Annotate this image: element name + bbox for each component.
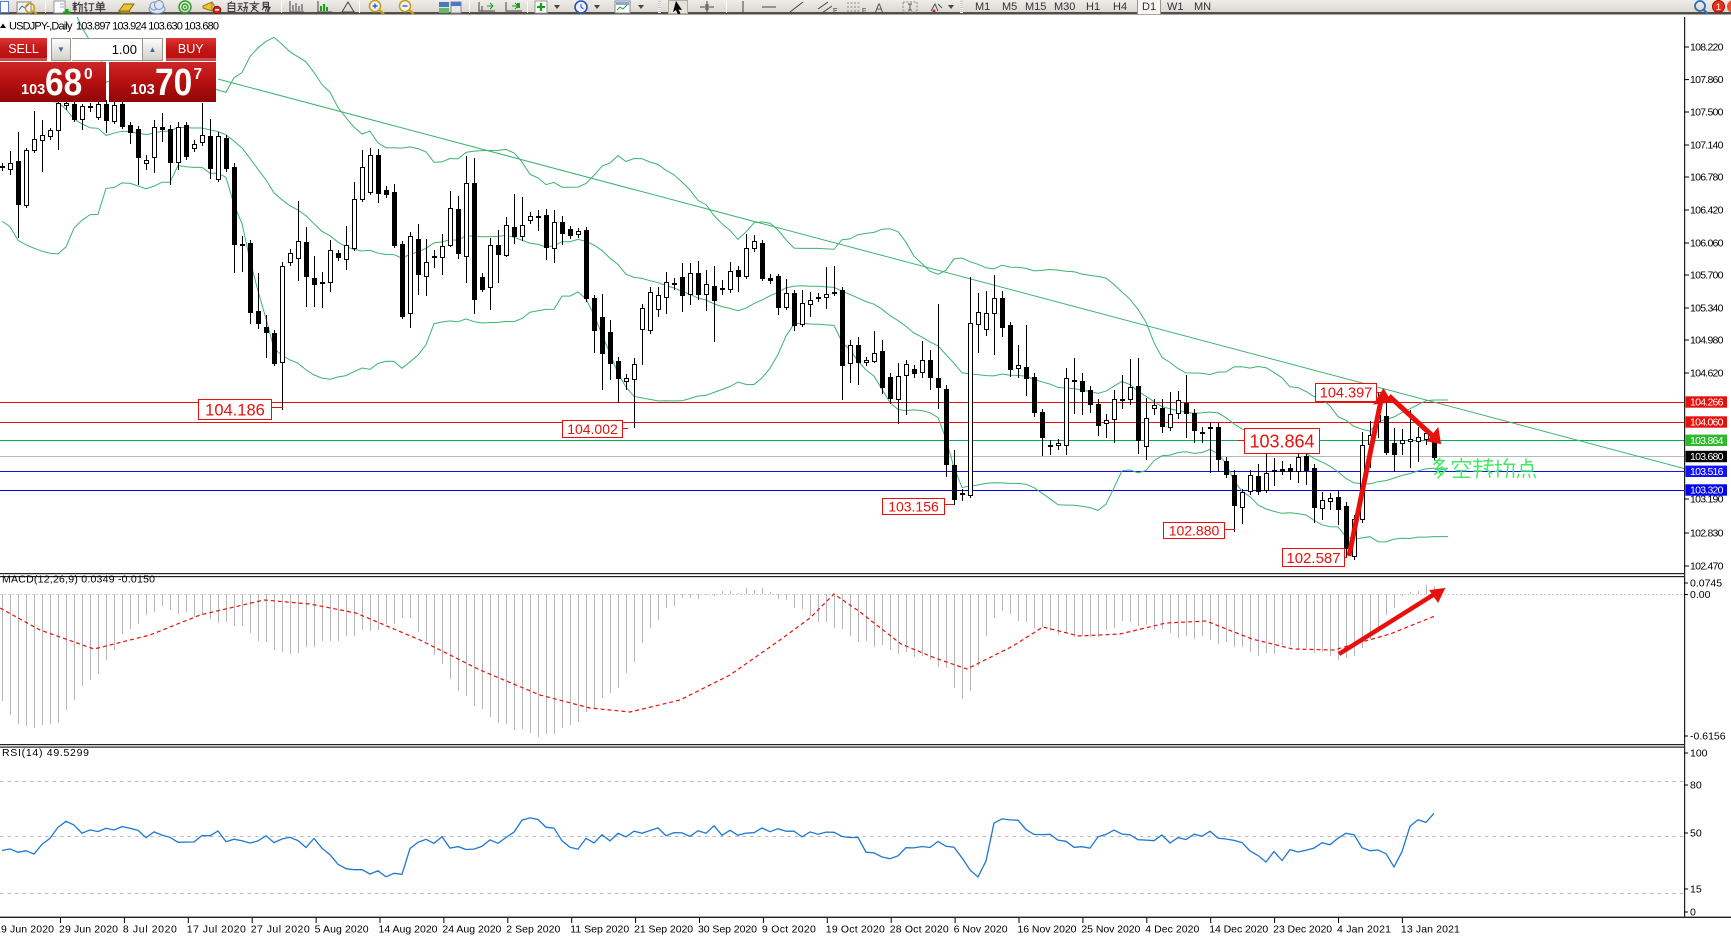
svg-text:MACD(12,26,9) 0.0349 -0.0150: MACD(12,26,9) 0.0349 -0.0150 — [2, 574, 155, 586]
svg-text:104.620: 104.620 — [1690, 368, 1724, 380]
svg-text:USDJPY-,Daily 103.897 103.924: USDJPY-,Daily 103.897 103.924 103.630 10… — [9, 21, 219, 33]
svg-text:103.320: 103.320 — [1690, 485, 1724, 497]
svg-text:2 Sep 2020: 2 Sep 2020 — [506, 924, 560, 936]
svg-text:104.002: 104.002 — [567, 421, 618, 437]
svg-text:29 Jun 2020: 29 Jun 2020 — [59, 924, 118, 936]
svg-text:103.190: 103.190 — [1690, 494, 1724, 506]
svg-text:11 Sep 2020: 11 Sep 2020 — [570, 924, 629, 936]
svg-text:15: 15 — [1690, 884, 1702, 896]
svg-text:103.864: 103.864 — [1690, 435, 1724, 447]
svg-text:24 Aug 2020: 24 Aug 2020 — [442, 924, 501, 936]
svg-text:19 Oct 2020: 19 Oct 2020 — [826, 924, 885, 936]
svg-text:4 Jan 2021: 4 Jan 2021 — [1337, 924, 1391, 936]
svg-text:19 Jun 2020: 19 Jun 2020 — [0, 924, 54, 936]
svg-text:30 Sep 2020: 30 Sep 2020 — [698, 924, 757, 936]
svg-text:28 Oct 2020: 28 Oct 2020 — [890, 924, 949, 936]
svg-text:104.980: 104.980 — [1690, 335, 1724, 347]
svg-text:RSI(14) 49.5299: RSI(14) 49.5299 — [2, 747, 89, 759]
svg-text:103.156: 103.156 — [888, 499, 939, 515]
svg-text:104.397: 104.397 — [1320, 386, 1372, 402]
svg-text:108.220: 108.220 — [1690, 42, 1724, 54]
svg-text:8 Jul 2020: 8 Jul 2020 — [123, 924, 177, 936]
svg-text:105.700: 105.700 — [1690, 270, 1724, 282]
svg-text:103.516: 103.516 — [1690, 466, 1724, 478]
svg-text:105.340: 105.340 — [1690, 303, 1724, 315]
svg-text:107.500: 107.500 — [1690, 107, 1724, 119]
svg-text:27 Jul 2020: 27 Jul 2020 — [251, 924, 310, 936]
svg-text:13 Jan 2021: 13 Jan 2021 — [1401, 924, 1460, 936]
svg-text:107.860: 107.860 — [1690, 74, 1724, 86]
svg-text:102.880: 102.880 — [1169, 523, 1220, 539]
svg-text:E: E — [833, 8, 838, 14]
svg-text:-0.6156: -0.6156 — [1690, 731, 1726, 743]
svg-text:102.470: 102.470 — [1690, 561, 1724, 573]
svg-text:0.0745: 0.0745 — [1690, 578, 1722, 590]
svg-text:14 Aug 2020: 14 Aug 2020 — [379, 924, 438, 936]
svg-text:F: F — [862, 8, 866, 14]
svg-text:104.266: 104.266 — [1690, 397, 1724, 409]
svg-text:104.060: 104.060 — [1690, 417, 1724, 429]
svg-text:6 Nov 2020: 6 Nov 2020 — [954, 924, 1008, 936]
svg-text:5 Aug 2020: 5 Aug 2020 — [315, 924, 369, 936]
svg-text:0: 0 — [1690, 907, 1696, 919]
svg-text:4 Dec 2020: 4 Dec 2020 — [1145, 924, 1199, 936]
svg-text:103.864: 103.864 — [1249, 431, 1314, 451]
svg-text:17 Jul 2020: 17 Jul 2020 — [187, 924, 246, 936]
svg-text:0.00: 0.00 — [1690, 589, 1711, 601]
svg-text:25 Nov 2020: 25 Nov 2020 — [1081, 924, 1140, 936]
svg-text:100: 100 — [1690, 748, 1708, 760]
svg-text:106.060: 106.060 — [1690, 238, 1724, 250]
svg-text:106.780: 106.780 — [1690, 172, 1724, 184]
svg-text:103.680: 103.680 — [1690, 451, 1724, 463]
svg-text:9 Oct 2020: 9 Oct 2020 — [762, 924, 816, 936]
svg-text:23 Dec 2020: 23 Dec 2020 — [1273, 924, 1332, 936]
svg-text:104.186: 104.186 — [205, 401, 265, 419]
svg-text:80: 80 — [1690, 780, 1702, 792]
svg-text:14 Dec 2020: 14 Dec 2020 — [1209, 924, 1268, 936]
svg-text:107.140: 107.140 — [1690, 140, 1724, 152]
svg-text:21 Sep 2020: 21 Sep 2020 — [634, 924, 693, 936]
svg-text:106.420: 106.420 — [1690, 205, 1724, 217]
svg-text:16 Nov 2020: 16 Nov 2020 — [1018, 924, 1077, 936]
svg-text:50: 50 — [1690, 828, 1702, 840]
svg-text:102.587: 102.587 — [1286, 550, 1340, 567]
svg-text:102.830: 102.830 — [1690, 528, 1724, 540]
